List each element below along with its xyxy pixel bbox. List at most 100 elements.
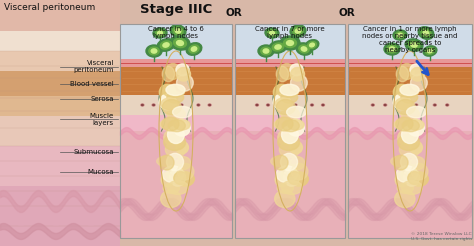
Ellipse shape <box>197 104 200 106</box>
Ellipse shape <box>153 28 167 38</box>
Ellipse shape <box>263 49 269 53</box>
Ellipse shape <box>163 85 185 97</box>
Ellipse shape <box>258 45 274 57</box>
Ellipse shape <box>281 92 298 103</box>
Bar <box>235 24 345 238</box>
Ellipse shape <box>403 105 404 106</box>
Ellipse shape <box>401 181 422 194</box>
Ellipse shape <box>291 157 305 170</box>
Ellipse shape <box>166 153 183 171</box>
Ellipse shape <box>160 119 181 130</box>
Ellipse shape <box>288 120 304 136</box>
Ellipse shape <box>397 85 419 97</box>
Ellipse shape <box>167 92 184 103</box>
Ellipse shape <box>269 41 287 53</box>
Ellipse shape <box>426 48 435 54</box>
Ellipse shape <box>283 104 286 106</box>
Bar <box>0 0 120 246</box>
Ellipse shape <box>278 130 293 145</box>
Ellipse shape <box>402 167 418 184</box>
Ellipse shape <box>176 141 188 154</box>
Bar <box>120 24 232 59</box>
Ellipse shape <box>405 164 418 177</box>
Ellipse shape <box>162 99 182 115</box>
Ellipse shape <box>189 45 199 53</box>
Ellipse shape <box>177 163 194 180</box>
Ellipse shape <box>160 41 172 49</box>
Text: Visceral
peritoneum: Visceral peritoneum <box>73 60 114 73</box>
Ellipse shape <box>295 105 296 106</box>
Ellipse shape <box>446 104 449 106</box>
Bar <box>120 115 232 131</box>
Ellipse shape <box>170 105 171 106</box>
Ellipse shape <box>418 27 434 39</box>
Ellipse shape <box>411 163 428 180</box>
Ellipse shape <box>271 156 291 167</box>
Text: Blood vessel: Blood vessel <box>70 81 114 87</box>
Ellipse shape <box>415 104 418 106</box>
Bar <box>0 146 120 186</box>
Ellipse shape <box>305 40 319 50</box>
Ellipse shape <box>284 105 285 106</box>
Ellipse shape <box>310 104 313 106</box>
Ellipse shape <box>166 84 185 95</box>
Bar <box>235 115 345 131</box>
Ellipse shape <box>170 36 190 50</box>
Ellipse shape <box>162 117 179 131</box>
Ellipse shape <box>186 43 202 55</box>
Ellipse shape <box>161 172 173 187</box>
Ellipse shape <box>397 183 413 193</box>
Ellipse shape <box>163 166 183 183</box>
Ellipse shape <box>163 183 179 193</box>
Ellipse shape <box>171 164 183 177</box>
Ellipse shape <box>421 29 431 37</box>
Ellipse shape <box>396 166 418 183</box>
Bar <box>235 24 345 59</box>
Ellipse shape <box>290 141 302 154</box>
Ellipse shape <box>284 169 300 186</box>
Bar <box>348 115 472 131</box>
Ellipse shape <box>161 190 181 208</box>
Bar <box>348 24 472 59</box>
Bar <box>0 0 120 246</box>
Ellipse shape <box>398 130 413 145</box>
Ellipse shape <box>181 105 182 106</box>
Ellipse shape <box>291 74 307 91</box>
Ellipse shape <box>159 84 176 100</box>
Ellipse shape <box>176 172 194 186</box>
Ellipse shape <box>209 105 210 106</box>
Text: Mucosa: Mucosa <box>88 169 114 175</box>
Ellipse shape <box>281 108 300 120</box>
Bar <box>235 59 345 67</box>
Ellipse shape <box>402 104 405 106</box>
Ellipse shape <box>410 67 425 81</box>
Ellipse shape <box>408 120 424 136</box>
Bar <box>235 95 345 115</box>
Ellipse shape <box>280 63 294 79</box>
Ellipse shape <box>275 98 292 110</box>
Bar <box>235 131 345 238</box>
Text: Stage IIIC: Stage IIIC <box>140 3 212 16</box>
Bar <box>235 67 345 95</box>
Ellipse shape <box>175 29 181 33</box>
Text: Submucosa: Submucosa <box>73 149 114 155</box>
Ellipse shape <box>282 126 298 143</box>
Ellipse shape <box>174 120 190 130</box>
Bar <box>120 67 232 95</box>
Ellipse shape <box>395 190 415 208</box>
Ellipse shape <box>159 94 176 110</box>
Ellipse shape <box>165 63 180 79</box>
Ellipse shape <box>396 66 409 82</box>
Ellipse shape <box>288 120 304 130</box>
Ellipse shape <box>400 141 420 158</box>
Text: OR: OR <box>338 8 355 18</box>
Ellipse shape <box>173 38 186 48</box>
Ellipse shape <box>393 30 407 40</box>
Ellipse shape <box>274 119 295 130</box>
Ellipse shape <box>157 31 163 35</box>
Ellipse shape <box>310 43 314 47</box>
Ellipse shape <box>395 172 407 187</box>
Ellipse shape <box>173 106 192 118</box>
Ellipse shape <box>267 30 276 36</box>
Ellipse shape <box>280 84 299 95</box>
